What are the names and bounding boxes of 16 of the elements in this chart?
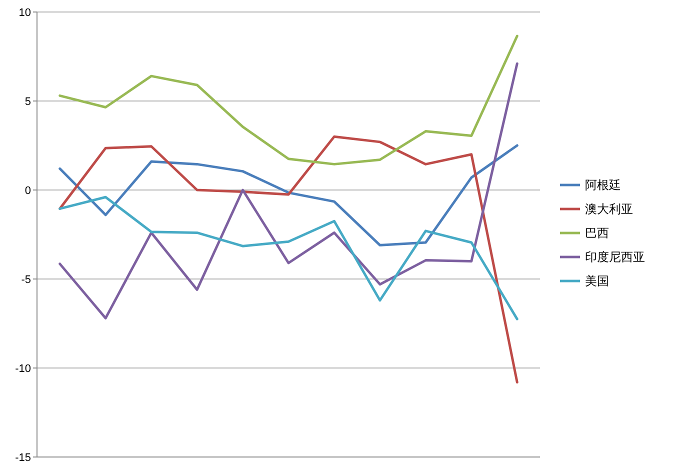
- line-series: [58, 34, 518, 166]
- legend-label: 印度尼西亚: [585, 250, 645, 264]
- legend-label: 阿根廷: [585, 178, 621, 192]
- legend-label: 澳大利亚: [585, 202, 633, 216]
- legend-label: 美国: [585, 274, 609, 288]
- legend-label: 巴西: [585, 226, 609, 240]
- line-series: [58, 196, 518, 320]
- y-tick-label: 5: [24, 96, 31, 108]
- line-series: [58, 62, 518, 320]
- y-tick-label: -15: [15, 452, 31, 464]
- line-series: [58, 144, 518, 246]
- y-tick-label: 0: [24, 185, 31, 197]
- line-series: [58, 135, 518, 384]
- y-tick-label: 10: [18, 7, 31, 19]
- y-tick-label: -5: [21, 274, 31, 286]
- y-tick-label: -10: [15, 363, 31, 375]
